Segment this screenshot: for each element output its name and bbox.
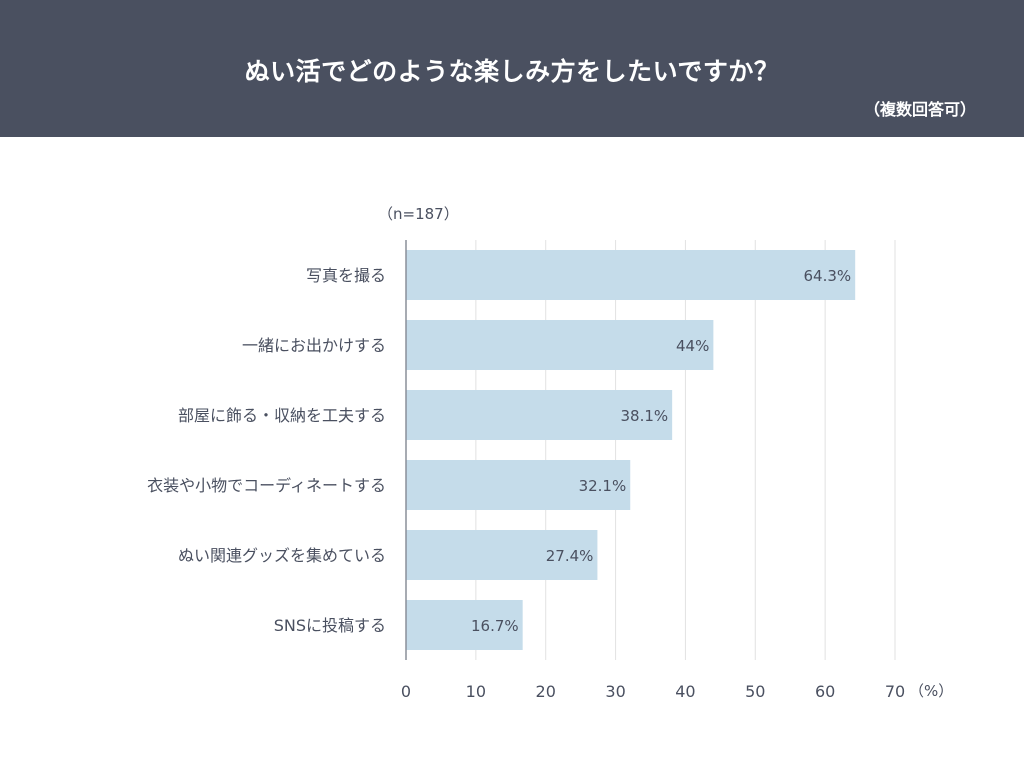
x-unit-label: （%） [909, 682, 953, 700]
category-label: SNSに投稿する [274, 616, 386, 635]
bar [406, 320, 714, 370]
bar [406, 460, 631, 510]
chart-title: ぬい活でどのような楽しみ方をしたいですか？ [244, 57, 780, 86]
x-tick-label: 40 [675, 682, 695, 701]
data-label: 64.3% [804, 267, 852, 285]
sample-size-note: （n=187） [378, 205, 459, 223]
category-label: ぬい関連グッズを集めている [178, 546, 386, 565]
category-label: 写真を撮る [306, 266, 386, 285]
data-label: 16.7% [471, 617, 519, 635]
chart-subtitle: （複数回答可） [863, 100, 976, 119]
x-tick-label: 30 [605, 682, 625, 701]
category-label: 部屋に飾る・収納を工夫する [178, 406, 386, 425]
x-tick-label: 0 [401, 682, 411, 701]
bar [406, 250, 856, 300]
x-tick-label: 20 [536, 682, 556, 701]
x-tick-label: 70 [885, 682, 905, 701]
bar [406, 530, 598, 580]
header-banner: ぬい活でどのような楽しみ方をしたいですか？ （複数回答可） [0, 0, 1024, 137]
data-label: 44% [676, 337, 709, 355]
data-label: 27.4% [546, 547, 594, 565]
x-tick-label: 50 [745, 682, 765, 701]
category-label: 一緒にお出かけする [242, 336, 386, 355]
category-label: 衣装や小物でコーディネートする [147, 476, 386, 495]
x-tick-label: 60 [815, 682, 835, 701]
bar [406, 600, 523, 650]
data-label: 38.1% [620, 407, 668, 425]
data-label: 32.1% [579, 477, 627, 495]
x-tick-label: 10 [466, 682, 486, 701]
bar [406, 390, 673, 440]
